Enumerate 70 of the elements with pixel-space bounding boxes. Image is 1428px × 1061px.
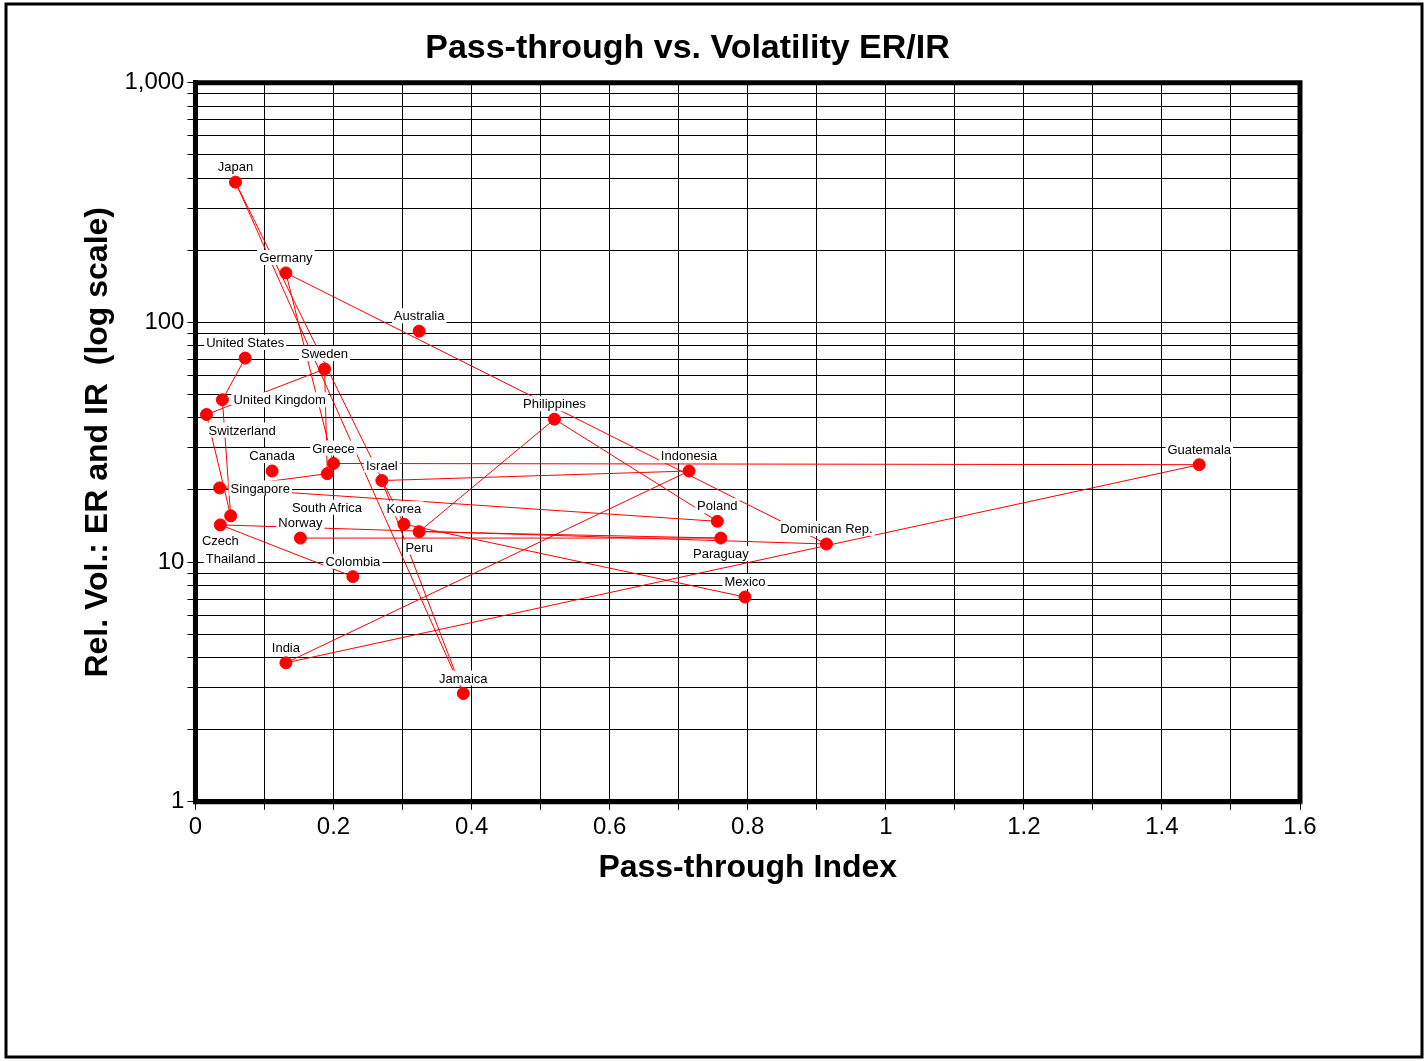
point bbox=[547, 412, 561, 426]
annotation: Guatemala bbox=[1167, 441, 1232, 457]
x-tick-label: 0.6 bbox=[592, 811, 627, 839]
annotation: Germany bbox=[259, 249, 314, 265]
annotation: Israel bbox=[365, 457, 398, 473]
y-tick-label: 1 bbox=[171, 786, 185, 814]
point bbox=[819, 537, 833, 551]
point bbox=[279, 266, 293, 280]
point bbox=[397, 517, 411, 531]
annotation: Colombia bbox=[325, 553, 382, 569]
annotation: United Kingdom bbox=[233, 392, 326, 408]
annotation: Norway bbox=[278, 515, 323, 531]
point bbox=[213, 481, 227, 495]
point bbox=[279, 656, 293, 670]
point bbox=[293, 531, 307, 545]
annotation: Canada bbox=[249, 448, 296, 464]
y-tick-label: 100 bbox=[144, 307, 185, 335]
annotation: South Africa bbox=[291, 499, 363, 515]
x-tick-label: 0.8 bbox=[731, 811, 765, 839]
point bbox=[1192, 458, 1206, 472]
annotation: Dominican Rep. bbox=[780, 521, 873, 537]
chart-title: Pass-through vs. Volatility ER/IR bbox=[425, 26, 950, 65]
point bbox=[710, 514, 724, 528]
annotation: Czech bbox=[201, 532, 239, 548]
point bbox=[412, 525, 426, 539]
annotation: Peru bbox=[405, 539, 433, 555]
annotation: Paraguay bbox=[692, 546, 750, 562]
point bbox=[320, 467, 334, 481]
x-tick-label: 1 bbox=[879, 811, 893, 839]
point bbox=[215, 393, 229, 407]
annotation: Thailand bbox=[205, 550, 256, 566]
x-axis-title: Pass-through Index bbox=[598, 847, 898, 884]
annotation: Greece bbox=[312, 440, 355, 456]
point bbox=[327, 456, 341, 470]
annotation: Philippines bbox=[523, 396, 587, 412]
x-tick-label: 0.2 bbox=[316, 811, 351, 839]
point bbox=[714, 531, 728, 545]
annotation: Poland bbox=[697, 498, 738, 514]
point bbox=[375, 474, 389, 488]
annotation: Indonesia bbox=[660, 448, 719, 464]
x-tick-label: 0.4 bbox=[454, 811, 489, 839]
point bbox=[229, 175, 242, 189]
annotation: India bbox=[271, 639, 301, 655]
annotation: Sweden bbox=[301, 346, 349, 362]
point bbox=[738, 590, 752, 604]
y-tick-label: 1,000 bbox=[124, 67, 185, 95]
point bbox=[224, 509, 238, 523]
annotation: Japan bbox=[217, 159, 254, 175]
point bbox=[213, 518, 227, 532]
annotation: United States bbox=[206, 335, 285, 351]
y-tick-label: 10 bbox=[157, 546, 185, 574]
x-tick-label: 1.4 bbox=[1145, 811, 1179, 839]
x-tick-label: 1.6 bbox=[1283, 811, 1317, 839]
annotation: Mexico bbox=[724, 574, 766, 590]
point bbox=[200, 408, 213, 422]
y-axis-title: Rel. Vol.: ER and IR (log scale) bbox=[78, 207, 115, 678]
annotation: Korea bbox=[386, 501, 423, 517]
annotation: Australia bbox=[393, 308, 446, 324]
point bbox=[238, 351, 252, 365]
point bbox=[456, 687, 470, 701]
annotation: Singapore bbox=[230, 480, 290, 496]
point bbox=[346, 570, 360, 584]
point bbox=[682, 464, 696, 478]
x-tick-label: 1.2 bbox=[1007, 811, 1041, 839]
point bbox=[265, 464, 279, 478]
x-tick-label: 0 bbox=[188, 811, 203, 839]
point bbox=[412, 324, 426, 338]
annotation: Switzerland bbox=[208, 422, 276, 438]
point bbox=[318, 362, 332, 376]
annotation: Jamaica bbox=[439, 670, 489, 686]
